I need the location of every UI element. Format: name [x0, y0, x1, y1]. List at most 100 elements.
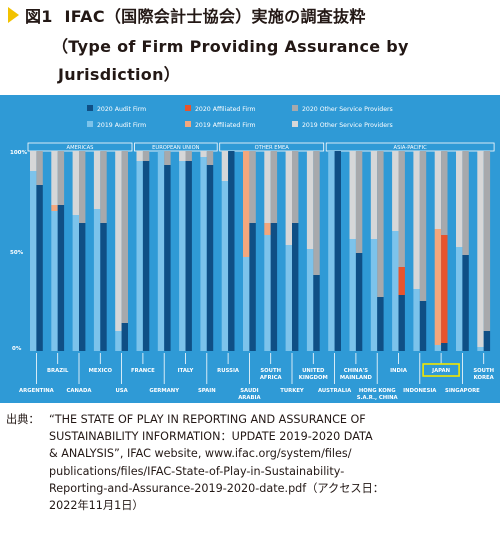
legend-swatch	[87, 105, 93, 111]
bar-segment-2020	[270, 223, 278, 351]
region-label: OTHER EMEA	[255, 145, 290, 151]
category-label: ARABIA	[238, 395, 261, 401]
category-label: CANADA	[66, 388, 92, 394]
bar-segment-2020	[142, 161, 150, 351]
bar-segment-2020	[164, 151, 171, 165]
legend-label: 2019 Audit Firm	[97, 122, 146, 129]
figure-title-line3: Jurisdiction）	[58, 65, 181, 84]
bar-segment-2019	[115, 331, 122, 351]
chart-panel: 2020 Audit Firm 2020 Affiliated Firm 2020 …	[0, 95, 500, 403]
bar-segment-2019	[413, 289, 420, 351]
bar-segment-2020	[100, 223, 107, 351]
bar-segment-2020	[462, 151, 469, 255]
bar-segment-2020	[398, 151, 405, 267]
bar-segment-2019	[264, 151, 271, 223]
category-label: KINGDOM	[299, 375, 328, 381]
region-label: EUROPEAN UNION	[152, 145, 200, 151]
region-label: ASIA-PACIFIC	[394, 145, 428, 151]
y-tick-label: 0%	[12, 346, 22, 352]
bar-segment-2020	[36, 151, 43, 185]
legend-label: 2019 Affiliated Firm	[195, 122, 256, 129]
bar-segment-2020	[292, 223, 299, 351]
bar-segment-2019	[392, 231, 399, 351]
category-label: S.A.R., CHINA	[357, 395, 399, 401]
source-line: & ANALYSIS”, IFAC website, www.ifac.org/…	[49, 447, 352, 461]
bar-segment-2019	[434, 229, 442, 345]
category-label: GERMANY	[149, 388, 179, 394]
bar-segment-2020	[419, 151, 427, 301]
bar-segment-2020	[249, 151, 256, 223]
source-label: 出典：	[6, 413, 40, 426]
bar-segment-2020	[483, 331, 491, 351]
bar-segment-2019	[136, 161, 143, 351]
bar-segment-2020	[462, 255, 469, 351]
source-line: 2022年11月1日）	[49, 499, 144, 513]
category-label: FRANCE	[131, 368, 155, 374]
y-tick-label: 50%	[10, 250, 24, 256]
bar-segment-2019	[243, 257, 250, 351]
bar-segment-2019	[221, 181, 229, 351]
bar-segment-2020	[206, 165, 214, 351]
bar-segment-2019	[93, 151, 101, 209]
bar-segment-2020	[185, 161, 192, 351]
bar-segment-2020	[100, 151, 107, 223]
category-label: AFRICA	[260, 375, 283, 381]
legend-swatch	[185, 121, 191, 127]
legend-swatch	[185, 105, 191, 111]
bar-segment-2019	[392, 151, 399, 231]
category-label: ITALY	[178, 368, 194, 374]
legend-swatch	[292, 121, 298, 127]
bar-segment-2019	[306, 249, 314, 351]
legend-swatch	[292, 105, 298, 111]
bar-segment-2019	[72, 151, 79, 215]
title-marker-triangle	[8, 7, 19, 23]
bar-segment-2019	[136, 151, 143, 161]
category-label: HONG KONG	[359, 388, 396, 394]
category-label: KOREA	[474, 375, 495, 381]
legend-label: 2020 Affiliated Firm	[195, 106, 256, 113]
bar-segment-2019	[456, 151, 463, 247]
bar-segment-2019	[221, 151, 229, 181]
category-label: UNITED	[302, 368, 325, 374]
source-line: SUSTAINABILITY INFORMATION：UPDATE 2019-2…	[49, 430, 373, 444]
bar-segment-2020	[355, 151, 363, 253]
bar-segment-2020	[121, 323, 128, 351]
bar-segment-2019	[264, 223, 271, 235]
bar-segment-2019	[72, 215, 79, 351]
bar-segment-2019	[30, 171, 37, 351]
bar-segment-2019	[200, 157, 207, 351]
bar-segment-2020	[377, 151, 384, 297]
bar-segment-2019	[349, 239, 356, 351]
bar-segment-2019	[370, 151, 378, 239]
source-line: publications/files/IFAC-State-of-Play-in…	[49, 464, 345, 478]
bar-segment-2019	[434, 151, 442, 229]
bar-segment-2020	[313, 151, 320, 275]
bar-segment-2020	[79, 223, 86, 351]
category-label: MEXICO	[89, 368, 113, 374]
bar-segment-2020	[313, 275, 320, 351]
highlight-box	[422, 363, 460, 377]
legend-label: 2020 Other Service Providers	[302, 106, 393, 113]
category-label: SOUTH	[473, 368, 494, 374]
figure-title-line2: （Type of Firm Providing Assurance by	[52, 37, 409, 56]
bar-segment-2019	[51, 205, 58, 211]
bar-segment-2020	[292, 151, 299, 223]
bar-segment-2020	[355, 253, 363, 351]
bar-segment-2019	[157, 151, 165, 351]
stacked-bar-chart: 2020 Audit Firm 2020 Affiliated Firm 2020 …	[10, 105, 495, 401]
category-label: TURKEY	[280, 388, 304, 394]
bar-segment-2019	[328, 151, 335, 351]
bar-segment-2019	[413, 151, 420, 289]
bar-segment-2020	[142, 151, 150, 161]
category-label: MAINLAND	[340, 375, 373, 381]
y-tick-label: 100%	[10, 150, 27, 156]
category-label: BRAZIL	[47, 368, 69, 374]
bar-segment-2019	[200, 151, 207, 157]
bar-segment-2019	[179, 161, 186, 351]
source-line: “THE STATE OF PLAY IN REPORTING AND ASSU…	[49, 413, 366, 426]
bar-segment-2020	[36, 185, 43, 351]
bar-segment-2020	[441, 343, 448, 351]
category-label: SAUDI	[240, 388, 258, 394]
bar-segment-2019	[370, 239, 378, 351]
category-label: SOUTH	[260, 368, 281, 374]
